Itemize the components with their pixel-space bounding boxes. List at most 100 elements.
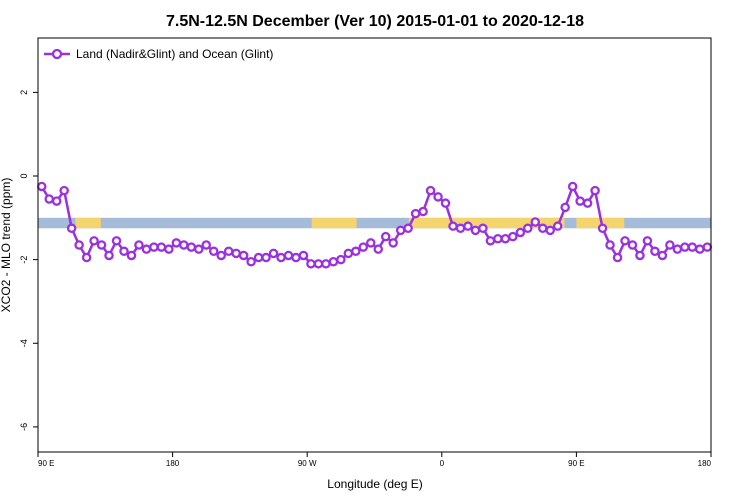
data-point [223,246,234,257]
data-point [702,242,713,252]
data-point [590,185,600,196]
data-point [380,231,391,242]
data-point [373,244,383,254]
data-point [238,250,249,261]
data-point [433,192,443,202]
data-point [538,223,548,234]
data-point [179,240,189,250]
data-point [575,196,585,206]
data-point [665,240,675,250]
reference-band [38,217,711,229]
data-point [605,240,615,250]
y-tick-label: -4 [19,339,29,347]
data-point [463,221,473,231]
data-point [455,223,466,234]
data-point [126,250,137,261]
data-point [410,208,421,219]
x-axis: 90 E 180 90 W 0 90 E 180 [37,452,712,468]
x-tick-label: 90 E [568,459,584,468]
data-point [336,254,346,265]
data-point [306,259,316,269]
land-strip-2 [408,217,565,229]
data-point [530,217,541,227]
y-axis-label: XCO2 - MLO trend (ppm) [0,178,13,313]
data-point [51,196,62,206]
plot-frame [37,37,712,453]
x-tick-label: 0 [440,459,445,468]
data-point [687,242,698,252]
data-point [111,236,122,246]
data-point [657,250,668,261]
plot-area [36,181,713,269]
data-point [149,242,159,252]
data-point [201,240,211,250]
data-point [89,236,99,246]
data-point [358,242,369,252]
data-point [552,221,563,231]
y-tick-label: -6 [19,423,29,431]
data-point [44,194,54,204]
y-axis: 2 0 -2 -4 -6 [19,90,38,431]
data-point [612,252,623,263]
chart-title: 7.5N-12.5N December (Ver 10) 2015-01-01 … [166,13,584,30]
data-point [261,252,271,263]
data-point [216,250,226,261]
data-point [560,202,570,213]
data-point [515,227,526,238]
data-point [493,233,503,244]
data-point [695,244,705,254]
y-tick-label: 0 [19,173,29,178]
land-strip-0 [75,217,101,229]
data-point [388,238,398,248]
x-tick-label: 90 W [298,459,317,468]
data-point [119,246,129,257]
data-point [508,231,518,242]
data-point [59,185,69,196]
data-point [597,223,608,234]
data-point [672,244,683,254]
data-point [351,246,361,257]
data-point [478,223,488,234]
data-point [141,244,152,254]
data-point [231,248,241,259]
legend-label: Land (Nadir&Glint) and Ocean (Glint) [76,47,273,61]
data-point [268,248,279,259]
data-point [440,198,451,208]
data-point [194,244,204,254]
data-point [620,236,630,246]
y-tick-label: -2 [19,256,29,264]
data-point [96,240,107,250]
data-point [418,206,428,217]
data-point [164,244,174,254]
land-strip-1 [311,217,357,229]
data-point [328,256,339,267]
data-point [343,248,354,259]
data-point [485,236,496,246]
data-point [567,181,578,192]
data-point [650,246,660,257]
data-point [425,185,436,196]
x-tick-label: 90 E [38,459,54,468]
data-point [642,236,653,246]
data-point [208,246,219,257]
data-point [36,181,47,192]
data-point [403,223,413,234]
data-point [253,252,264,263]
y-tick-label: 2 [19,90,29,95]
data-point [448,221,458,231]
x-tick-label: 180 [166,459,180,468]
data-point [66,223,77,234]
data-point [680,242,690,252]
x-tick-label: 180 [698,459,712,468]
data-point [81,252,92,263]
data-point [291,252,301,263]
data-point [366,238,376,248]
data-point [171,238,182,248]
data-point [298,250,309,261]
data-point [74,240,84,250]
data-point [186,242,197,252]
data-point [321,259,331,269]
data-point [635,250,645,261]
data-point [134,240,144,250]
